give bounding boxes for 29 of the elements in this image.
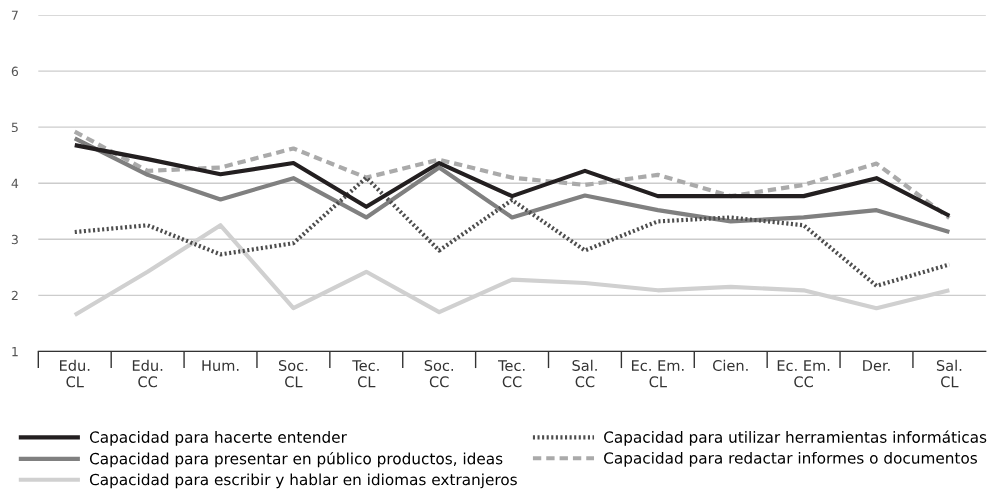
x-tick-label: Hum. — [202, 360, 239, 372]
line-series — [72, 129, 952, 221]
legend-label: Capacidad para redactar informes o documentos — [604, 451, 977, 467]
x-tick-label: Cien. — [713, 359, 748, 372]
x-tick-label: Sal. CL — [936, 359, 962, 388]
legend-label: Capacidad para escribir y hablar en idiomas extranjeros — [89, 473, 517, 489]
x-tick-label: Soc. CC — [424, 359, 454, 388]
legend-label: Capacidad para utilizar herramientas informáticas — [604, 430, 987, 446]
x-tick-label: Tec. CL — [352, 360, 379, 388]
legend-label: Capacidad para presentar en público productos, ideas — [89, 451, 503, 468]
x-tick-label: Soc. CL — [278, 359, 308, 388]
y-tick-label: 7 — [11, 10, 18, 20]
legend-label: Capacidad para hacerte entender — [89, 431, 347, 446]
y-tick-label: 5 — [11, 122, 18, 133]
x-tick-label: Tec. CC — [497, 360, 525, 388]
y-tick-label: 1 — [12, 347, 18, 357]
x-tick-label: Ec. Em. CC — [777, 360, 830, 388]
x-tick-label: Ec. Em. CL — [631, 360, 684, 388]
x-tick-label: Der. — [863, 360, 890, 372]
line-series — [72, 175, 952, 288]
line-series — [72, 136, 952, 235]
y-tick-label: 4 — [11, 178, 19, 188]
x-tick-label: Sal. CC — [572, 359, 597, 388]
y-tick-label: 3 — [11, 234, 18, 245]
y-tick-label: 2 — [11, 290, 18, 301]
y-tick-label: 6 — [11, 66, 19, 77]
line-series — [72, 143, 952, 218]
x-tick-label: Edu. CC — [132, 359, 163, 388]
x-tick-label: Edu. CL — [60, 359, 90, 388]
